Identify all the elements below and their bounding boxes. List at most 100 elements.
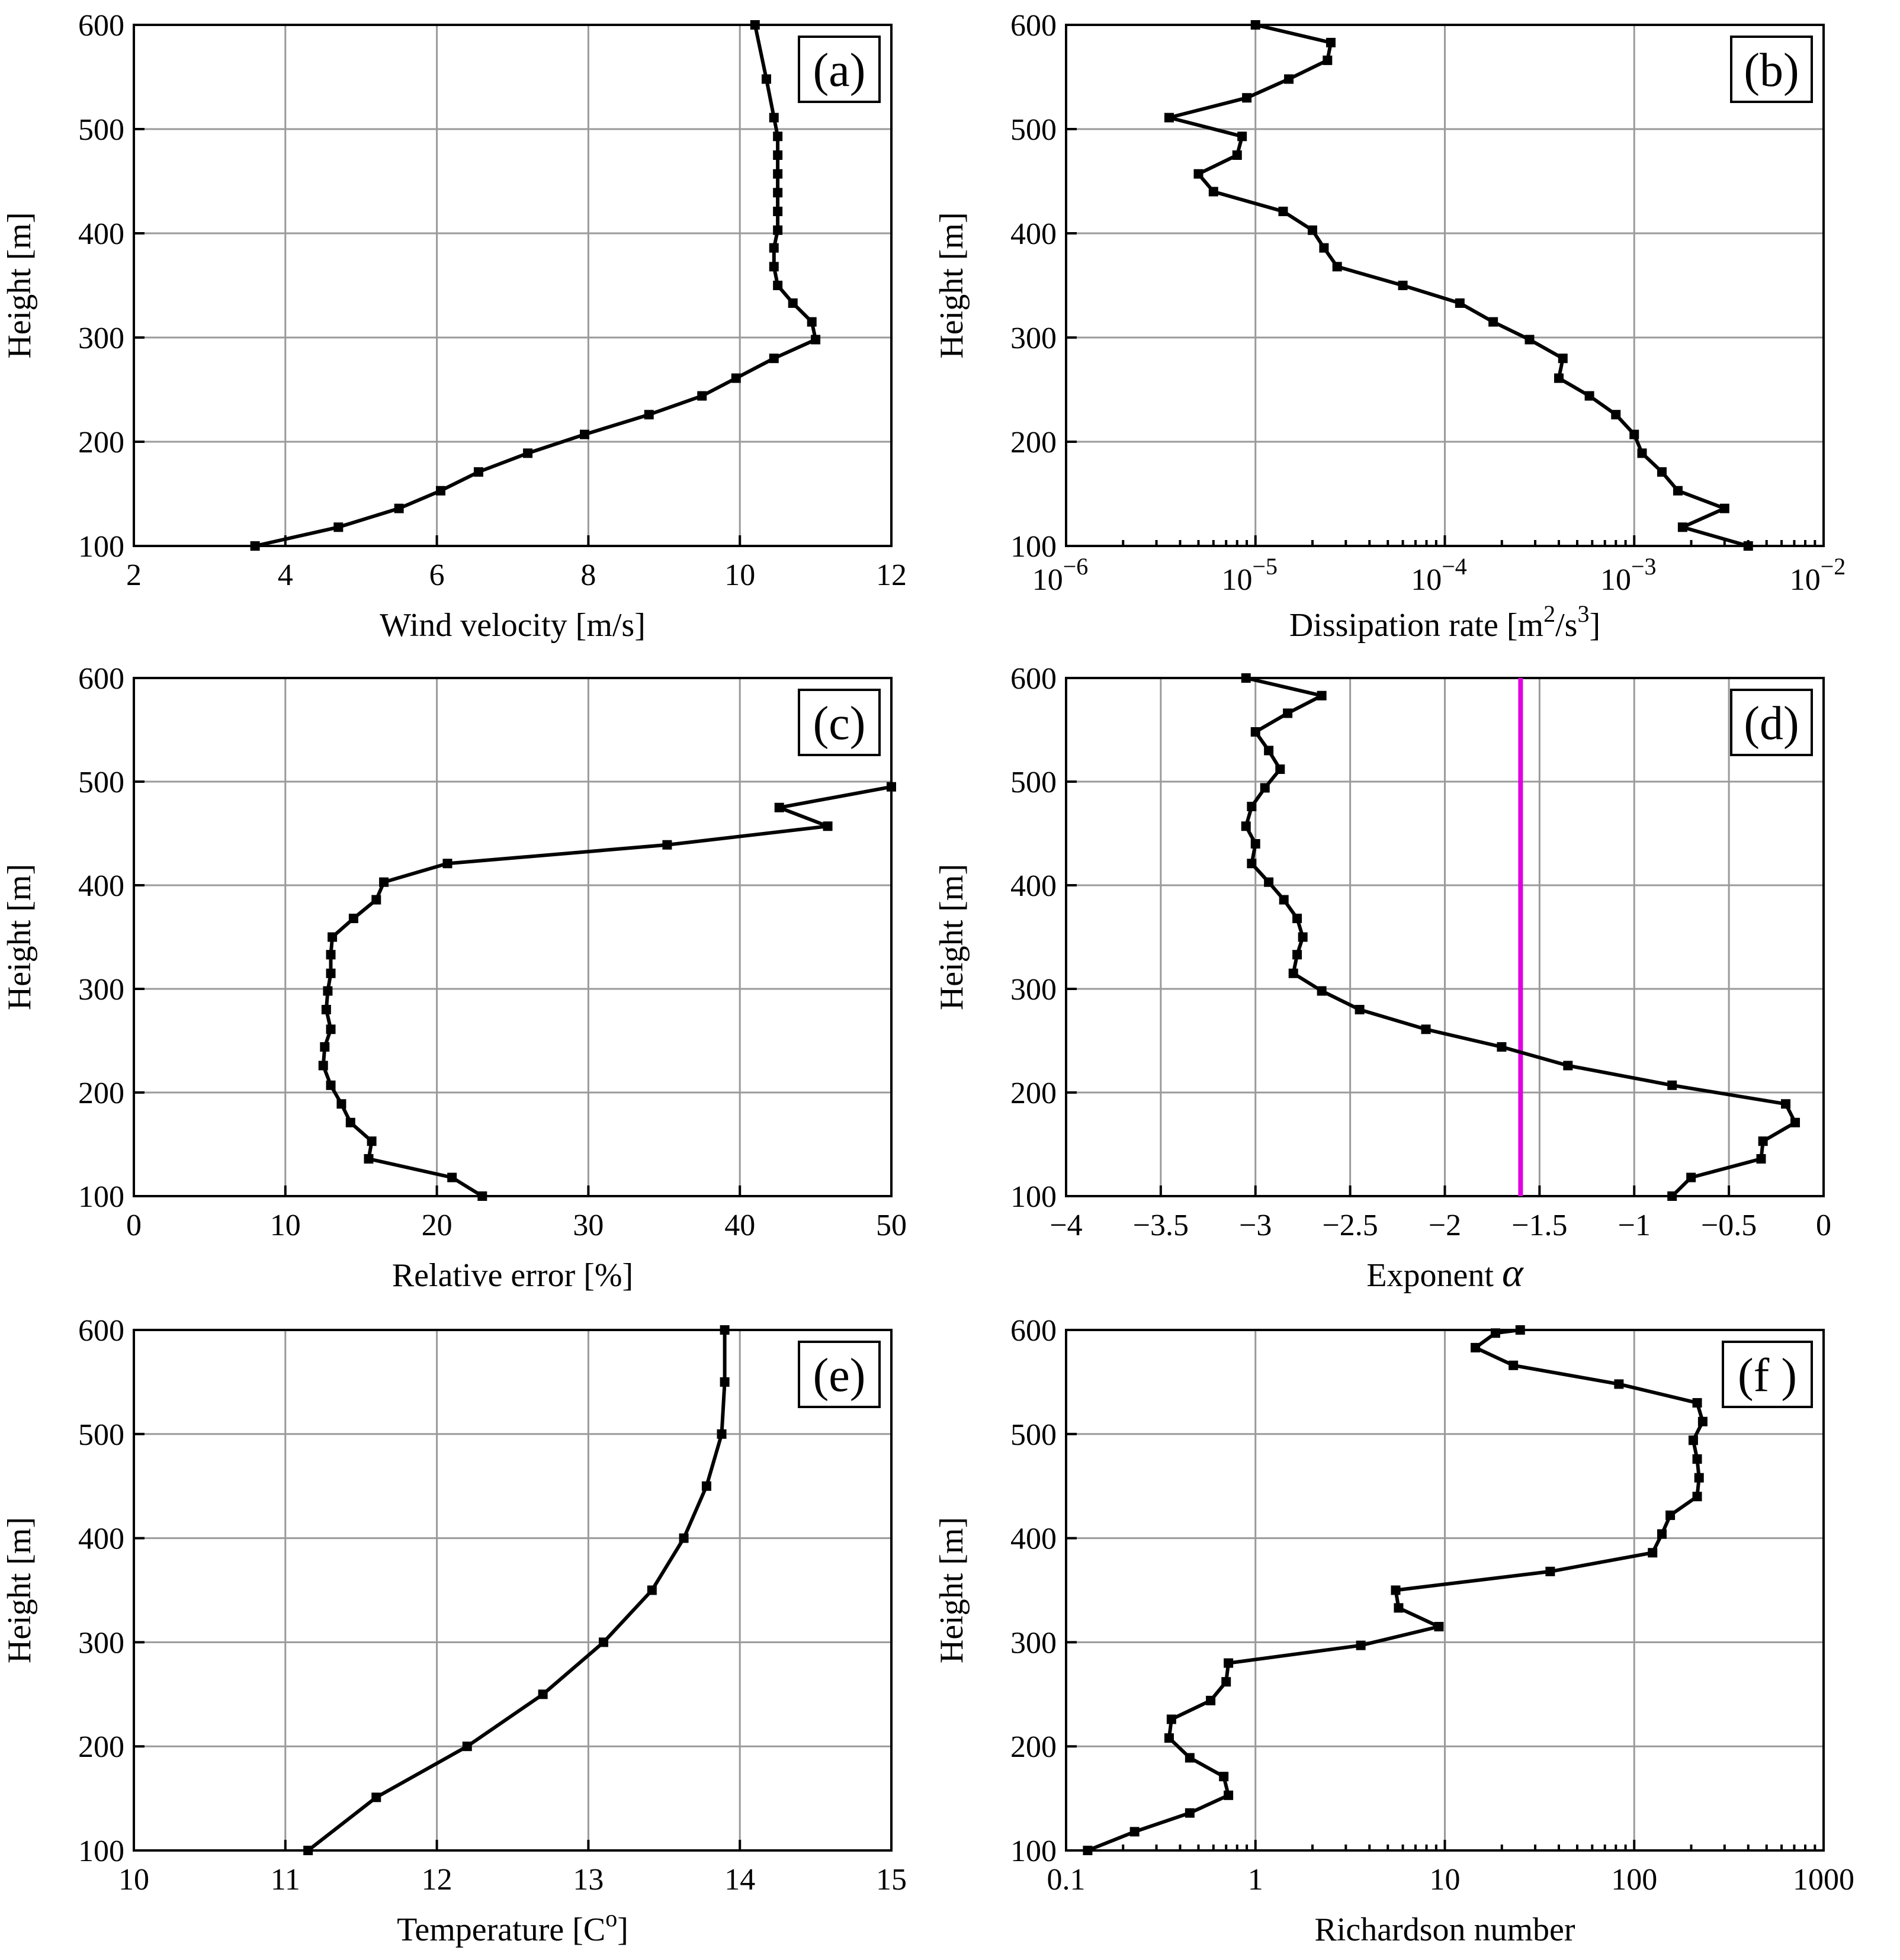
data-point (1673, 486, 1683, 496)
data-point (773, 188, 783, 198)
data-point (1355, 1005, 1365, 1014)
y-tick-label: 600 (78, 662, 124, 696)
data-point (1166, 1714, 1176, 1724)
panel-label: (e) (813, 1349, 866, 1402)
x-tick-label: 1 (1248, 1863, 1263, 1897)
data-point (1241, 673, 1251, 683)
x-tick-label: −3 (1239, 1209, 1272, 1242)
y-tick-label: 400 (1010, 1522, 1057, 1556)
data-point (773, 131, 783, 142)
panel-label-box (1730, 689, 1813, 756)
y-tick-label: 400 (78, 869, 124, 903)
x-tick-label: 10 (724, 558, 755, 592)
y-tick-label: 500 (1010, 113, 1057, 147)
y-tick-label: 200 (78, 1077, 124, 1110)
data-point (769, 243, 779, 253)
data-point (1758, 1136, 1768, 1146)
data-point (1611, 410, 1621, 420)
y-tick-label: 600 (1010, 9, 1057, 43)
x-tick-label: 0.1 (1047, 1863, 1086, 1897)
x-tick-label: −0.5 (1701, 1209, 1757, 1242)
data-point (1756, 1154, 1766, 1164)
data-point (811, 335, 821, 345)
y-tick-label: 600 (1010, 662, 1057, 696)
x-tick-label: −2 (1429, 1209, 1461, 1242)
data-point (1323, 55, 1333, 65)
x-tick-label: 1000 (1793, 1863, 1854, 1897)
y-tick-label: 100 (78, 1834, 124, 1868)
data-point (1584, 391, 1594, 401)
data-point (1164, 1733, 1174, 1743)
x-tick-label: 0 (1816, 1209, 1831, 1242)
data-point (720, 1325, 730, 1335)
x-tick-label: 10 (1430, 1863, 1461, 1897)
data-point (1781, 1099, 1791, 1109)
data-point (1129, 1827, 1140, 1837)
data-point (761, 74, 771, 84)
data-point (1247, 859, 1257, 869)
series-line (307, 1330, 727, 1852)
data-point (1185, 1808, 1195, 1818)
data-point (1667, 1080, 1677, 1090)
data-point (807, 317, 817, 327)
x-axis-label: Exponent α (1366, 1250, 1524, 1295)
data-point (773, 281, 783, 290)
data-point (580, 429, 590, 439)
data-point (773, 150, 783, 160)
y-tick-label: 200 (78, 426, 124, 460)
y-tick-label: 100 (78, 1180, 124, 1214)
y-tick-label: 200 (1010, 426, 1057, 460)
y-tick-label: 200 (1010, 1730, 1057, 1764)
y-tick-label: 300 (78, 1626, 124, 1660)
y-tick-label: 100 (1010, 1834, 1057, 1868)
panel-3: 0 10 20 30 40 50 100 200 300 400 500 600 Height [m] R… (1, 662, 907, 1294)
data-point (701, 1481, 711, 1491)
data-point (1298, 932, 1308, 942)
data-point (1394, 1603, 1404, 1613)
data-point (1790, 1117, 1800, 1127)
data-point (887, 782, 896, 792)
data-point (1554, 373, 1564, 383)
x-tick-label: 14 (724, 1863, 755, 1897)
data-point (1421, 1024, 1431, 1034)
data-point (473, 467, 483, 477)
x-tick-label: −1 (1618, 1209, 1651, 1242)
data-point (1185, 1753, 1195, 1763)
y-tick-label: 300 (78, 322, 124, 355)
data-point (717, 1429, 727, 1439)
x-tick-label: −1.5 (1511, 1209, 1567, 1242)
data-point (367, 1136, 377, 1146)
y-tick-label: 600 (78, 9, 124, 43)
data-point (750, 20, 760, 30)
y-axis-label: Height [m] (933, 864, 970, 1010)
data-point (1241, 821, 1251, 831)
data-point (731, 373, 741, 383)
y-tick-label: 200 (78, 1730, 124, 1764)
x-tick-label: 8 (580, 558, 596, 592)
y-tick-label: 600 (1010, 1314, 1057, 1348)
x-tick-label: 100 (1611, 1863, 1657, 1897)
data-point (1545, 1566, 1555, 1576)
x-tick-label: −2.5 (1322, 1209, 1378, 1242)
data-point (250, 541, 260, 551)
x-tick-label: 12 (422, 1863, 452, 1897)
data-point (1688, 1435, 1698, 1445)
series-line (1087, 1328, 1705, 1852)
y-tick-label: 400 (78, 1522, 124, 1556)
y-tick-label: 600 (78, 1314, 124, 1348)
panel-4: −4 −3.5 −3 −2.5 −2 −1.5 −1 −0.5 0 100 200 300 400 500… (933, 662, 1831, 1295)
data-point (1488, 317, 1498, 327)
data-point (662, 840, 672, 850)
data-point (773, 169, 783, 179)
y-tick-label: 300 (1010, 1626, 1057, 1660)
data-point (1206, 1695, 1216, 1705)
panel-label-box (798, 689, 881, 756)
x-tick-label: 10 (118, 1863, 149, 1897)
panel-1: 2 4 6 8 10 12 100 200 300 400 500 600 Height [m] Wind… (1, 9, 907, 644)
data-point (345, 1117, 355, 1127)
data-point (523, 448, 533, 458)
data-point (1490, 1328, 1500, 1338)
data-point (773, 207, 783, 217)
y-tick-label: 500 (1010, 1418, 1057, 1452)
